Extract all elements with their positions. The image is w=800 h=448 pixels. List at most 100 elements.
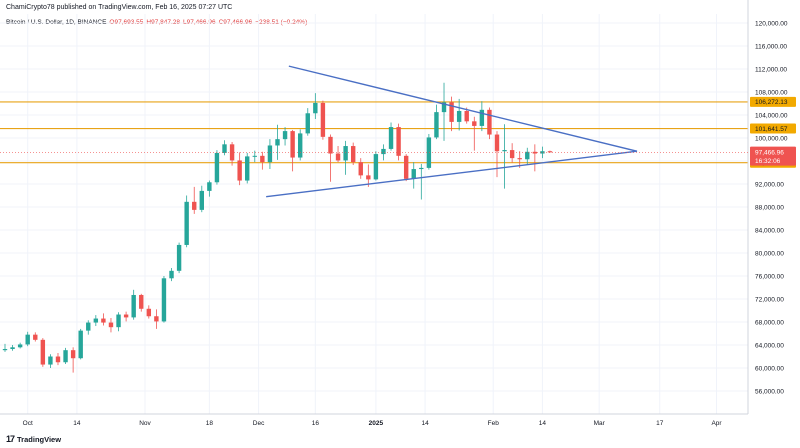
y-tick-label: 60,000.00 <box>755 365 784 372</box>
candle <box>2 343 8 352</box>
candle-body <box>131 294 136 318</box>
candle-body <box>388 127 394 149</box>
candle <box>449 96 454 132</box>
candle-body <box>434 112 439 138</box>
candle-body <box>381 148 386 155</box>
candle-body <box>86 322 91 331</box>
candle-body <box>146 308 152 317</box>
candle <box>275 124 280 160</box>
tradingview-footer: 17 TradingView <box>6 434 61 444</box>
candle <box>154 309 159 329</box>
x-tick-label: 14 <box>421 420 429 427</box>
candle-body <box>252 155 257 157</box>
candle-body <box>169 270 174 279</box>
y-tick-label: 120,000.00 <box>755 20 788 27</box>
candle <box>335 146 341 163</box>
candle-body <box>184 201 189 245</box>
x-tick-label: Oct <box>23 420 33 427</box>
candle <box>313 93 318 120</box>
candle <box>199 185 204 213</box>
candle <box>298 129 303 161</box>
y-tick-label: 64,000.00 <box>755 342 784 349</box>
candle-body <box>154 316 159 322</box>
candle <box>282 127 288 146</box>
candle <box>494 131 500 178</box>
candle-body <box>502 150 507 152</box>
candle <box>93 315 99 327</box>
candle <box>419 163 424 200</box>
candle <box>305 108 310 136</box>
candle-body <box>547 151 553 153</box>
candle <box>252 150 257 163</box>
candle-body <box>245 156 250 181</box>
triangle-trendline <box>266 150 638 198</box>
candle-body <box>282 131 288 140</box>
candle <box>40 338 46 367</box>
candle-body <box>320 102 326 137</box>
candle <box>411 162 416 189</box>
candle <box>222 140 227 156</box>
candle-body <box>426 137 432 168</box>
y-tick-label: 56,000.00 <box>755 388 784 395</box>
candle <box>388 122 394 151</box>
candle-body <box>509 150 515 159</box>
candle <box>169 267 174 282</box>
candle-body <box>479 109 485 126</box>
x-tick-label: 18 <box>206 420 214 427</box>
candle-body <box>358 162 363 176</box>
candle <box>139 293 144 312</box>
candle <box>101 313 106 326</box>
x-tick-label: 2025 <box>369 420 384 427</box>
candle <box>161 276 167 323</box>
candle-body <box>48 356 53 365</box>
candle <box>33 332 38 342</box>
last-price-tag: 97,466.96 16:32:06 <box>0 146 796 166</box>
bar-countdown-label: 16:32:06 <box>755 158 781 165</box>
candle-body <box>403 155 409 179</box>
candle <box>214 150 220 185</box>
candle-body <box>222 144 227 153</box>
candle-body <box>260 155 265 163</box>
candle-body <box>350 146 356 163</box>
candle <box>456 98 462 131</box>
candle-body <box>25 334 30 345</box>
candle-body <box>229 144 235 161</box>
candle-body <box>449 102 454 122</box>
x-tick-label: Apr <box>711 420 722 427</box>
candle <box>86 320 91 335</box>
x-tick-label: 16 <box>312 420 320 427</box>
candle-body <box>456 110 462 122</box>
candle-body <box>328 136 333 154</box>
candle-body <box>207 182 212 191</box>
candle <box>78 328 83 360</box>
candle <box>116 312 121 332</box>
candle <box>131 289 136 320</box>
y-tick-label: 104,000.00 <box>755 112 788 119</box>
price-axis: 120,000.00 116,000.00 112,000.00 108,000.00… <box>747 0 788 414</box>
y-tick-label: 108,000.00 <box>755 89 788 96</box>
candle-body <box>161 278 167 322</box>
candle-body <box>63 350 68 363</box>
candle-body <box>441 102 447 113</box>
candle-body <box>517 158 522 160</box>
price-tags: 106,272.13101,641.5795,702.3897,466.9616… <box>0 96 796 168</box>
candle-body <box>298 133 303 158</box>
candle-body <box>472 121 477 126</box>
candle-body <box>33 334 38 340</box>
level-tag-label: 106,272.13 <box>755 99 788 106</box>
candle-body <box>366 175 371 180</box>
candle <box>70 347 76 373</box>
candle-body <box>78 330 83 359</box>
candle-body <box>176 244 182 271</box>
candle <box>373 151 379 181</box>
candle <box>192 186 197 214</box>
candlestick-series <box>2 82 553 373</box>
candle-body <box>419 167 424 170</box>
last-price-label: 97,466.96 <box>755 149 784 156</box>
triangle-trendline <box>288 65 638 152</box>
candle <box>320 100 326 140</box>
chart-grid <box>0 14 748 414</box>
x-tick-label: 17 <box>656 420 664 427</box>
y-tick-label: 88,000.00 <box>755 204 784 211</box>
